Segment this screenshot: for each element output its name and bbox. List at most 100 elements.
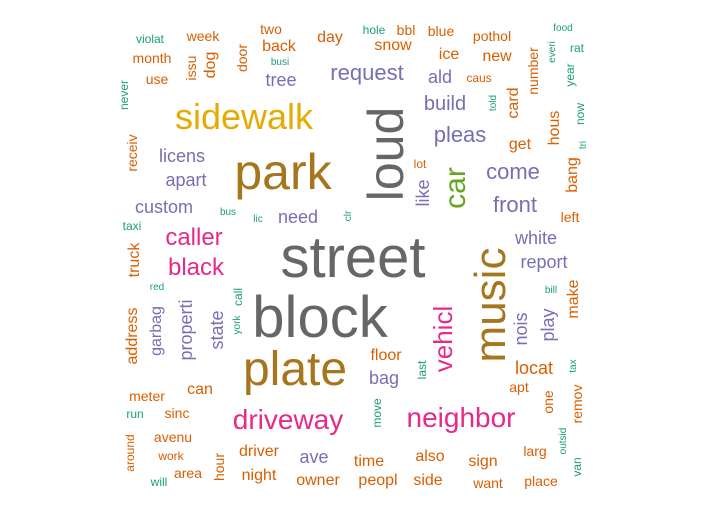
cloud-word: hour	[211, 452, 227, 482]
cloud-word: music	[466, 247, 515, 363]
cloud-word: violat	[135, 32, 165, 46]
cloud-word: loud	[358, 106, 414, 202]
cloud-word: everi	[547, 41, 558, 63]
cloud-word: bag	[368, 368, 400, 388]
cloud-word: busi	[270, 57, 290, 68]
cloud-word: avenu	[153, 429, 193, 445]
cloud-word: sinc	[164, 405, 190, 421]
cloud-word: year	[563, 63, 577, 87]
cloud-word: area	[173, 465, 203, 481]
cloud-word: car	[439, 167, 472, 209]
cloud-word: week	[186, 28, 220, 44]
cloud-word: card	[505, 87, 522, 119]
cloud-word: make	[565, 279, 582, 319]
cloud-word: issu	[183, 55, 199, 81]
cloud-word: driver	[238, 443, 280, 460]
cloud-word: will	[150, 475, 168, 489]
cloud-word: nois	[511, 312, 531, 346]
cloud-word: outsid	[558, 427, 569, 455]
cloud-word: time	[353, 453, 385, 470]
cloud-word: street	[280, 225, 426, 290]
cloud-word: food	[553, 23, 573, 34]
cloud-word: back	[262, 38, 296, 55]
cloud-word: also	[415, 448, 445, 465]
cloud-word: use	[145, 71, 169, 87]
cloud-word: white	[514, 228, 558, 248]
cloud-word: dog	[202, 51, 219, 79]
cloud-word: get	[508, 136, 532, 153]
cloud-word: bang	[564, 157, 581, 193]
cloud-word: call	[231, 287, 245, 307]
cloud-word: door	[234, 43, 250, 73]
cloud-word: state	[207, 310, 227, 350]
cloud-word: custom	[134, 197, 194, 217]
cloud-word: peopl	[358, 472, 398, 489]
cloud-word: ice	[438, 46, 460, 63]
cloud-word: place	[524, 473, 558, 489]
cloud-word: clr	[343, 210, 354, 222]
cloud-word: blue	[427, 23, 455, 39]
cloud-word: park	[234, 144, 332, 200]
cloud-word: snow	[374, 37, 412, 54]
cloud-word: meter	[129, 388, 165, 404]
cloud-word: caller	[165, 224, 223, 251]
cloud-word: vehicl	[428, 305, 458, 373]
cloud-word: apt	[509, 379, 529, 395]
cloud-word: hole	[362, 23, 386, 37]
cloud-word: hous	[546, 110, 563, 146]
cloud-word: want	[473, 475, 503, 491]
cloud-word: tax	[568, 359, 579, 373]
cloud-word: new	[482, 48, 512, 65]
cloud-word: never	[117, 79, 131, 111]
cloud-word: bus	[219, 207, 237, 218]
cloud-word: pothol	[472, 28, 512, 44]
cloud-word: told	[488, 94, 499, 112]
cloud-word: request	[330, 60, 404, 85]
cloud-word: address	[124, 307, 141, 365]
cloud-word: caus	[466, 71, 492, 85]
cloud-word: lic	[253, 214, 263, 225]
cloud-word: two	[260, 21, 282, 37]
cloud-word: run	[126, 407, 144, 421]
cloud-word: move	[370, 398, 384, 428]
cloud-word: bbl	[396, 22, 416, 38]
cloud-word: red	[149, 282, 165, 293]
cloud-word: larg	[523, 443, 547, 459]
cloud-word: work	[158, 449, 184, 463]
cloud-word: night	[241, 467, 277, 484]
cloud-word: number	[525, 47, 541, 95]
cloud-word: around	[123, 434, 137, 472]
cloud-word: apart	[165, 170, 207, 190]
cloud-word: owner	[296, 472, 340, 489]
cloud-word: black	[167, 254, 225, 281]
cloud-word: van	[570, 457, 584, 477]
cloud-word: build	[423, 93, 467, 115]
cloud-word: report	[520, 252, 568, 272]
cloud-word: licens	[158, 146, 206, 166]
cloud-word: need	[277, 207, 319, 227]
cloud-word: block	[252, 285, 388, 350]
cloud-word: taxi	[122, 219, 142, 233]
cloud-word: pleas	[433, 122, 487, 147]
cloud-word: now	[573, 102, 587, 126]
cloud-word: month	[132, 50, 172, 66]
cloud-word: sidewalk	[174, 96, 314, 137]
cloud-word: neighbor	[406, 402, 516, 433]
cloud-word: rat	[569, 41, 585, 55]
cloud-word: sign	[468, 453, 498, 470]
cloud-word: can	[187, 381, 213, 398]
cloud-word: york	[232, 315, 243, 335]
cloud-word: tri	[578, 140, 589, 150]
cloud-word: tree	[265, 70, 297, 90]
cloud-word: bill	[544, 285, 558, 296]
cloud-word: like	[413, 179, 433, 207]
cloud-word: receiv	[124, 134, 140, 172]
cloud-word: ave	[299, 447, 329, 467]
cloud-word: come	[486, 159, 540, 184]
cloud-word: one	[540, 390, 556, 414]
cloud-word: properti	[176, 299, 196, 361]
cloud-word: day	[317, 29, 343, 46]
cloud-word: left	[560, 209, 580, 225]
cloud-word: remov	[569, 384, 585, 424]
